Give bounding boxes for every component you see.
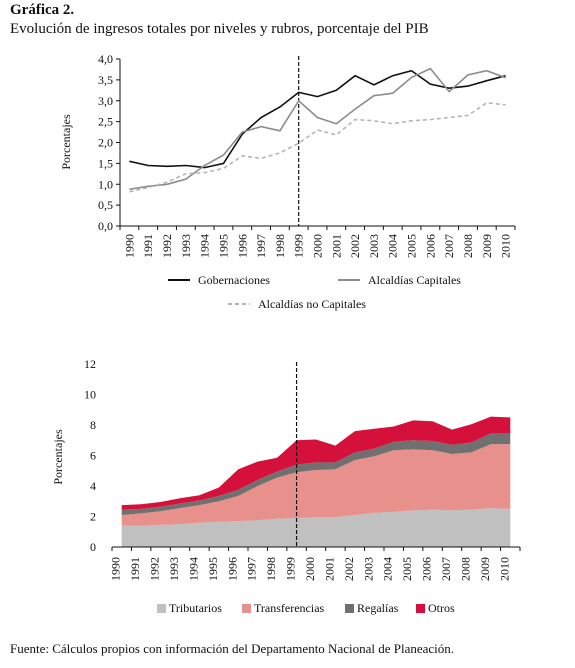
x-tick-label: 2000: [303, 557, 317, 581]
legend-swatch: [345, 604, 354, 613]
y-tick-label: 4: [90, 479, 96, 493]
x-tick-label: 1996: [225, 557, 239, 581]
legend-swatch: [242, 604, 251, 613]
x-tick-label: 2004: [386, 234, 400, 258]
x-tick-label: 1997: [245, 557, 259, 581]
series-line-alcaldías-no-capitales: [129, 101, 506, 193]
y-tick-label: 12: [84, 357, 96, 371]
y-tick-label: 2: [90, 510, 96, 524]
legend-label: Otros: [428, 601, 455, 615]
x-tick-label: 2006: [423, 234, 437, 258]
y-tick-label: 6: [90, 449, 96, 463]
legend-label: Alcaldías Capitales: [368, 273, 461, 287]
source-note: Fuente: Cálculos propios con información…: [10, 641, 455, 656]
stacked-area-chart: Porcentajes 0 2 4 6 8 10 12 1990 1991 1992 1993 199…: [51, 357, 521, 615]
x-tick-label: 2002: [348, 234, 362, 258]
y-tick-label: 2,0: [98, 136, 113, 150]
y-tick-label: 1,0: [98, 177, 113, 191]
x-tick-label: 1996: [235, 234, 249, 258]
x-tick-label: 1995: [216, 234, 230, 258]
legend-swatch: [416, 604, 425, 613]
area-tributarios: [121, 508, 511, 547]
x-tick-label: 1990: [109, 557, 123, 581]
legend-label: Gobernaciones: [198, 273, 270, 287]
x-tick-label: 2005: [405, 234, 419, 258]
x-tick-label: 2006: [420, 557, 434, 581]
x-tick-label: 2003: [361, 557, 375, 581]
x-tick-label: 2008: [458, 557, 472, 581]
y-tick-label: 10: [84, 388, 96, 402]
y-tick-label: 0: [90, 540, 96, 554]
y-tick-label: 1,5: [98, 156, 113, 170]
legend-label: Tributarios: [169, 601, 222, 615]
y-axis-label: Porcentajes: [51, 429, 65, 485]
y-tick-label: 0,0: [98, 219, 113, 233]
x-tick-label: 2002: [342, 557, 356, 581]
x-tick-label: 2001: [329, 234, 343, 258]
x-tick-label: 2007: [442, 234, 456, 258]
area-regalías: [121, 433, 511, 515]
series-line-gobernaciones: [129, 69, 506, 169]
legend-label: Regalías: [357, 601, 399, 615]
x-tick-label: 1992: [160, 234, 174, 258]
y-tick-label: 2,5: [98, 115, 113, 129]
line-chart: Porcentajes 0,0 0,5 1,0 1,5 2,0 2,5 3,0 3,5 4,0 1…: [59, 52, 516, 311]
x-tick-label: 2009: [480, 234, 494, 258]
x-tick-label: 2005: [400, 557, 414, 581]
x-tick-label: 1994: [186, 557, 200, 581]
x-tick-label: 1991: [141, 234, 155, 258]
legend-label: Transferencias: [254, 601, 325, 615]
y-tick-label: 4,0: [98, 52, 113, 66]
x-tick-label: 1998: [273, 234, 287, 258]
x-tick-label: 2009: [478, 557, 492, 581]
legend-swatch: [157, 604, 166, 613]
legend-label: Alcaldías no Capitales: [258, 297, 366, 311]
x-tick-label: 1998: [264, 557, 278, 581]
x-tick-label: 2003: [367, 234, 381, 258]
x-tick-label: 2010: [497, 557, 511, 581]
y-tick-label: 3,5: [98, 73, 113, 87]
x-tick-label: 2001: [322, 557, 336, 581]
x-tick-label: 2000: [311, 234, 325, 258]
figure-title: Evolución de ingresos totales por nivele…: [10, 21, 429, 37]
x-tick-label: 1992: [148, 557, 162, 581]
x-tick-label: 1990: [122, 234, 136, 258]
x-tick-label: 2008: [461, 234, 475, 258]
x-tick-label: 2007: [439, 557, 453, 581]
x-tick-label: 2004: [381, 557, 395, 581]
x-tick-label: 1997: [254, 234, 268, 258]
x-tick-label: 1999: [284, 557, 298, 581]
x-tick-label: 1993: [167, 557, 181, 581]
x-tick-label: 1995: [206, 557, 220, 581]
x-tick-label: 1999: [292, 234, 306, 258]
y-tick-label: 3,0: [98, 94, 113, 108]
x-tick-label: 1993: [179, 234, 193, 258]
x-tick-label: 1991: [128, 557, 142, 581]
y-tick-label: 0,5: [98, 198, 113, 212]
area-otros: [121, 416, 511, 510]
figure-label: Gráfica 2.: [10, 2, 75, 18]
y-tick-label: 8: [90, 418, 96, 432]
series-line-alcaldías-capitales: [129, 67, 506, 191]
x-tick-label: 2010: [499, 234, 513, 258]
y-axis-label: Porcentajes: [59, 114, 73, 170]
area-transferencias: [121, 444, 511, 526]
x-tick-label: 1994: [198, 234, 212, 258]
